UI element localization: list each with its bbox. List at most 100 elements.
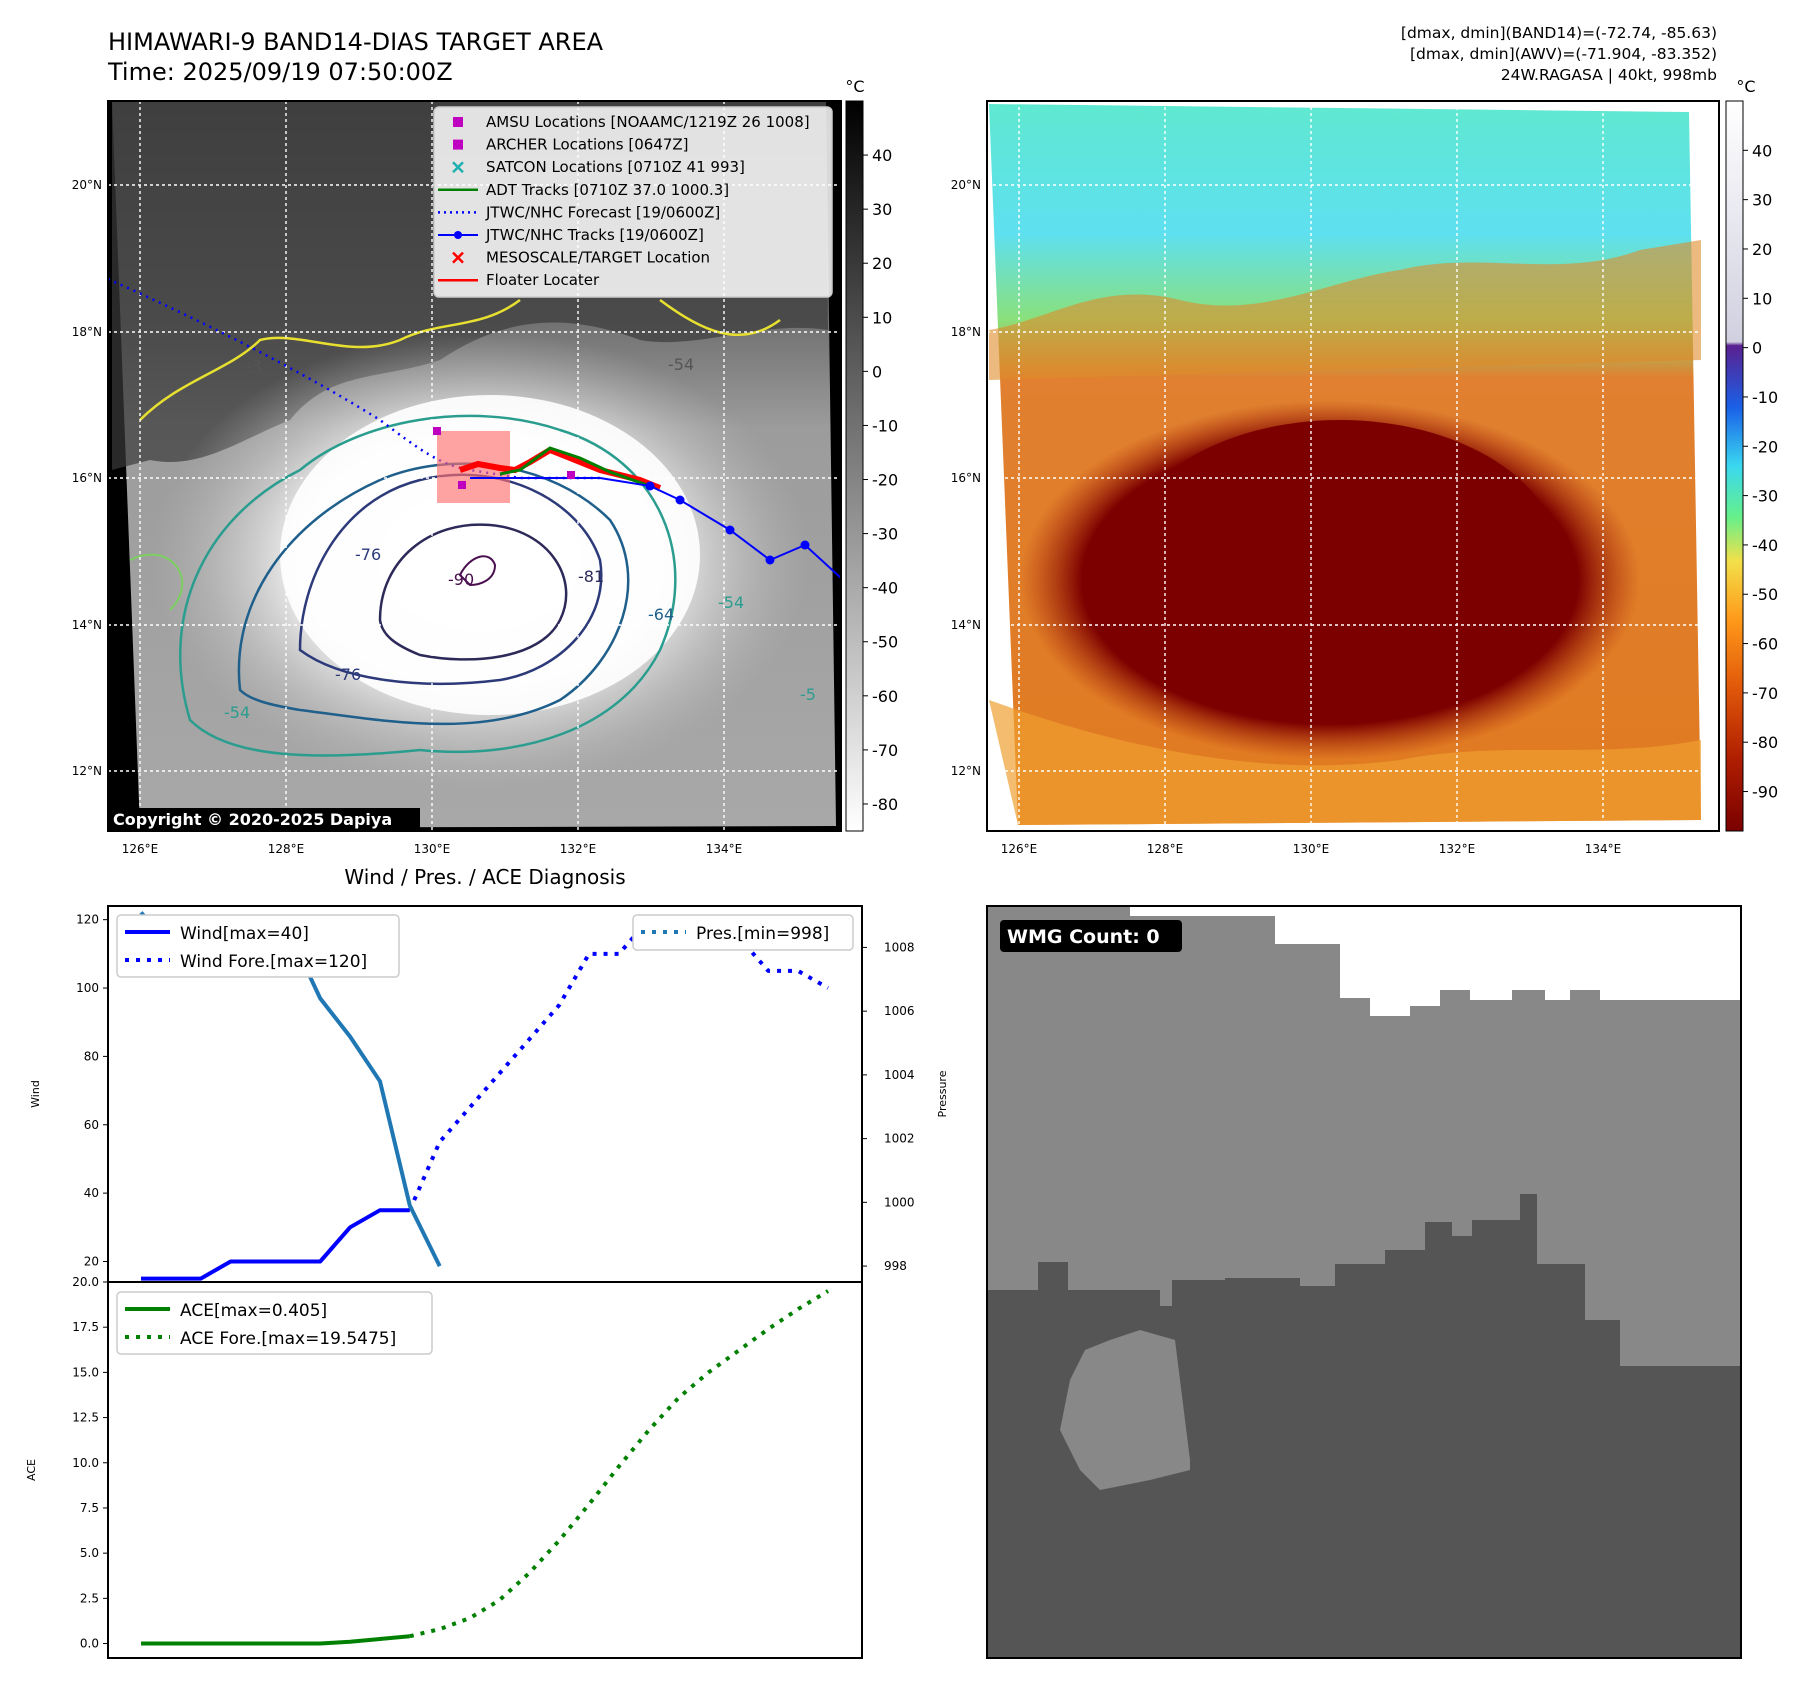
lon-tick-label: 126°E [122, 842, 159, 856]
y-tick-label: 120 [76, 913, 99, 927]
pressure-legend-label: Pres.[min=998] [696, 924, 829, 944]
colorbar-tick-label: -40 [872, 579, 898, 598]
colorbar-tick-label: 30 [1752, 191, 1772, 210]
colorbar-tick-label: -20 [1752, 437, 1778, 456]
wmg-mid-patch [1060, 1330, 1190, 1490]
y-tick-label: 12.5 [72, 1411, 99, 1425]
lon-tick-label: 128°E [268, 842, 305, 856]
awv-cold-core-center [1120, 420, 1560, 700]
awv-colorbar: °C 40 30 20 10 0 -10 -20 -30 -40 -50 -60 -70 -80 -90 [1725, 77, 1778, 832]
pressure-legend-box [632, 914, 854, 951]
contour-label: -3 [246, 357, 262, 376]
y-tick-label: 10.0 [72, 1456, 99, 1470]
lat-tick-label: 12°N [72, 764, 102, 778]
ace-legend: ACE[max=0.405] ACE Fore.[max=19.5475] [116, 1291, 433, 1355]
series-line [407, 917, 829, 1212]
contour-labels: -3 -54 -76 -90 -81 -64 -76 -54 -54 -5 [224, 355, 816, 722]
contour-label: -76 [335, 665, 361, 684]
amsu-archer-points [433, 427, 575, 489]
lon-tick-label: 132°E [560, 842, 597, 856]
contour-minus64 [237, 462, 630, 726]
band14-colorbar-unit: °C [845, 77, 864, 96]
copyright-box [108, 808, 420, 831]
y2-tick-label: 1008 [884, 940, 915, 954]
legend-label: MESOSCALE/TARGET Location [486, 249, 710, 267]
lon-tick-label: 126°E [1001, 842, 1038, 856]
contour-minus30-a [139, 298, 521, 421]
legend-label: SATCON Locations [0710Z 41 993] [486, 158, 745, 176]
colorbar-tick-label: 20 [872, 254, 892, 273]
legend-item: ADT Tracks [0710Z 37.0 1000.3] [438, 181, 729, 199]
contour-label: -90 [448, 570, 474, 589]
legend-label: JTWC/NHC Forecast [19/0600Z] [485, 203, 720, 221]
y2-tick-label: 1000 [884, 1195, 915, 1209]
colorbar-tick-label: -70 [1752, 684, 1778, 703]
colorbar-tick-label: 30 [872, 200, 892, 219]
lat-tick-label: 14°N [951, 618, 981, 632]
lat-tick-label: 18°N [951, 325, 981, 339]
legend-square-marker [453, 117, 463, 127]
awv-dry-edge [989, 240, 1701, 380]
y-tick-label: 0.0 [80, 1637, 99, 1651]
ace-legend-box [116, 1291, 433, 1355]
contour-label: -54 [224, 703, 250, 722]
lat-tick-label: 20°N [72, 178, 102, 192]
lat-tick-label: 14°N [72, 618, 102, 632]
legend-item: JTWC/NHC Forecast [19/0600Z] [438, 203, 720, 221]
colorbar-tick-label: -70 [872, 741, 898, 760]
legend-label: AMSU Locations [NOAAMC/1219Z 26 1008] [486, 113, 810, 131]
lon-tick-label: 130°E [1293, 842, 1330, 856]
colorbar-tick-label: -60 [872, 687, 898, 706]
wmg-count-badge [1000, 920, 1182, 952]
legend-item: Floater Locater [438, 271, 600, 289]
y-tick-label: 100 [76, 981, 99, 995]
contour-label: -5 [800, 685, 816, 704]
awv-warm-edge [989, 700, 1701, 825]
legend-label: ARCHER Locations [0647Z] [486, 136, 689, 154]
y2-tick-label: 1006 [884, 1004, 915, 1018]
y-tick-label: 20.0 [72, 1275, 99, 1289]
wmg-frame [986, 905, 1742, 1659]
colorbar-tick-label: -60 [1752, 635, 1778, 654]
colorbar-tick-label: -80 [1752, 733, 1778, 752]
wmg-panel: WMG Count: 0 [986, 905, 1742, 1659]
colorbar-tick-label: -40 [1752, 536, 1778, 555]
lat-tick-label: 16°N [951, 471, 981, 485]
wmg-count-label: WMG Count: 0 [1007, 926, 1160, 948]
ace-chart: ACE 0.0 2.5 5.0 7.5 10.0 12.5 15.0 17.5 20.0 ACE… [25, 1275, 863, 1659]
lon-tick-label: 132°E [1439, 842, 1476, 856]
legend-square-marker [453, 139, 463, 150]
pressure-ylabel: Pressure [936, 1070, 949, 1117]
band14-colorbar-ramp [845, 100, 864, 832]
contour-label: -81 [578, 567, 604, 586]
awv-map-frame [986, 100, 1720, 832]
copyright-text: Copyright © 2020-2025 Dapiya [113, 810, 392, 829]
y-tick-label: 7.5 [80, 1501, 99, 1515]
lat-tick-label: 20°N [951, 178, 981, 192]
ace-legend-label: ACE[max=0.405] [180, 1301, 327, 1321]
figure-time: Time: 2025/09/19 07:50:00Z [107, 58, 453, 86]
contour-minus54 [179, 414, 677, 757]
wind-pressure-chart: Wind / Pres. / ACE Diagnosis Wind Pressu… [29, 865, 949, 1283]
awv-gridlines [987, 101, 1719, 831]
colorbar-tick-label: -30 [872, 525, 898, 544]
colorbar-tick-label: -90 [1752, 783, 1778, 802]
legend-item: MESOSCALE/TARGET Location [452, 249, 710, 267]
colorbar-tick-label: -50 [1752, 585, 1778, 604]
band14-map: -3 -54 -76 -90 -81 -64 -76 -54 -54 -5 Co… [72, 100, 842, 856]
y-tick-label: 5.0 [80, 1546, 99, 1560]
band14-map-frame [107, 100, 842, 832]
colorbar-tick-label: -20 [872, 471, 898, 490]
contour-minus90 [458, 555, 497, 587]
diagnosis-title: Wind / Pres. / ACE Diagnosis [344, 865, 625, 889]
colorbar-tick-label: 10 [1752, 289, 1772, 308]
lat-tick-label: 16°N [72, 471, 102, 485]
figure-title: HIMAWARI-9 BAND14-DIAS TARGET AREA [108, 28, 604, 56]
legend-x-marker [452, 161, 464, 174]
y2-tick-label: 1002 [884, 1132, 915, 1146]
wmg-dark-region [987, 1160, 1741, 1658]
ace-fore-legend-label: ACE Fore.[max=19.5475] [180, 1329, 396, 1349]
colorbar-tick-label: -10 [872, 416, 898, 435]
awv-map: 20°N 18°N 16°N 14°N 12°N 126°E 128°E 130°E 132°… [951, 100, 1720, 856]
y2-tick-label: 998 [884, 1259, 907, 1273]
